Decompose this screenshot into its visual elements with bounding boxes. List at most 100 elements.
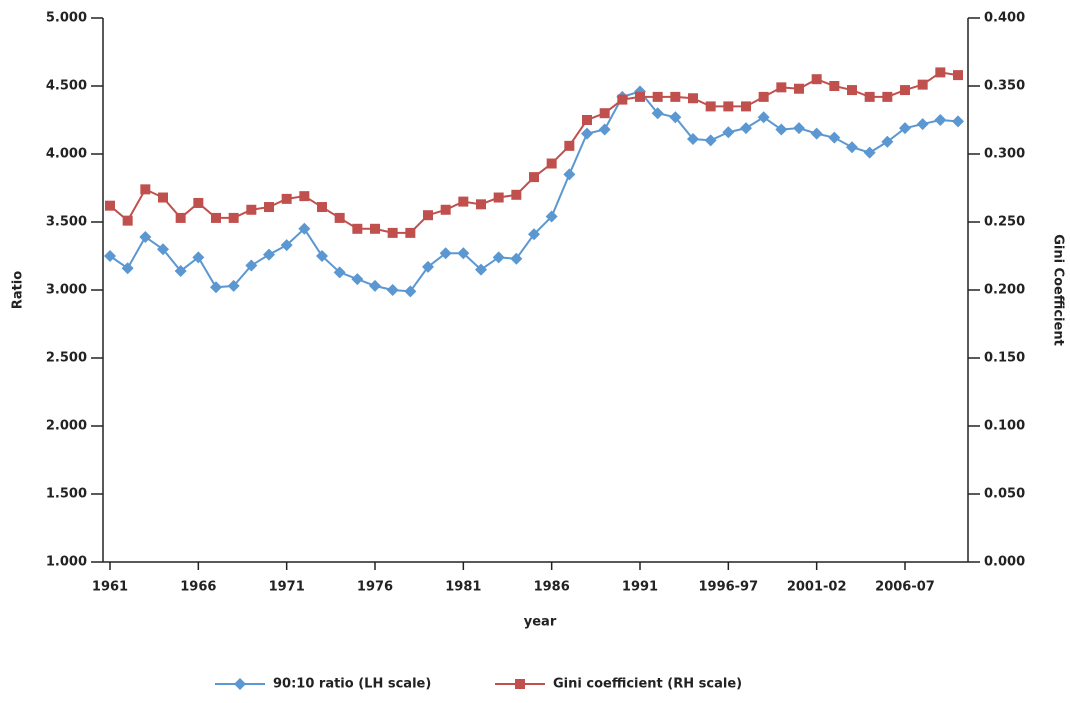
x-tick-label: 2001-02 <box>787 580 847 595</box>
point <box>121 262 134 275</box>
point <box>545 210 558 223</box>
y-tick-label: 4.500 <box>46 79 87 94</box>
y2-tick-label: 0.350 <box>984 79 1025 94</box>
y-axis-label: Ratio <box>11 271 26 309</box>
point <box>687 133 699 146</box>
y2-axis-label: Gini Coefficient <box>1051 234 1066 346</box>
point <box>705 101 716 112</box>
point <box>847 85 857 96</box>
y2-tick-label: 0.050 <box>984 487 1025 502</box>
point <box>246 204 257 215</box>
point <box>281 193 292 204</box>
y-tick-label: 4.000 <box>46 147 87 162</box>
point <box>599 108 610 119</box>
legend-label: Gini coefficient (RH scale) <box>553 677 742 692</box>
point <box>529 172 539 183</box>
point <box>952 115 964 128</box>
point <box>334 212 345 223</box>
point <box>916 118 929 131</box>
point <box>175 212 186 223</box>
point <box>758 91 769 102</box>
point <box>652 91 663 102</box>
point <box>493 192 504 203</box>
point <box>864 91 875 102</box>
point <box>881 135 894 148</box>
point <box>386 284 399 296</box>
point <box>793 122 805 135</box>
x-tick-label: 1976 <box>357 580 393 595</box>
legend-label: 90:10 ratio (LH scale) <box>273 677 431 692</box>
point <box>810 127 823 140</box>
point <box>370 223 380 234</box>
point <box>775 123 788 136</box>
point <box>280 239 293 252</box>
point <box>811 74 822 85</box>
y2-tick-label: 0.300 <box>984 147 1025 162</box>
point <box>528 228 540 241</box>
y-tick-label: 2.500 <box>46 351 87 366</box>
point <box>828 131 841 144</box>
y-tick-label: 3.000 <box>46 283 87 298</box>
point <box>228 212 239 223</box>
series-line <box>109 71 959 234</box>
y-tick-label: 1.000 <box>46 555 87 570</box>
point <box>158 192 168 203</box>
point <box>688 93 698 104</box>
point <box>122 215 133 226</box>
x-tick-label: 1966 <box>180 580 216 595</box>
x-tick-label: 1971 <box>269 580 305 595</box>
point <box>776 82 787 93</box>
y2-tick-label: 0.400 <box>984 11 1025 26</box>
point <box>917 79 928 90</box>
point <box>263 248 275 261</box>
x-tick-label: 1981 <box>445 580 481 595</box>
point <box>882 91 893 102</box>
legend-marker <box>515 679 525 689</box>
point <box>741 101 751 112</box>
point <box>935 67 946 78</box>
y2-tick-label: 0.000 <box>984 555 1025 570</box>
point <box>105 200 115 211</box>
point <box>582 115 592 125</box>
point <box>722 126 735 139</box>
series-line <box>109 90 959 293</box>
point <box>458 196 469 207</box>
point <box>104 250 116 262</box>
point <box>457 247 470 260</box>
x-tick-label: 1991 <box>622 580 658 595</box>
y2-tick-label: 0.200 <box>984 283 1025 298</box>
point <box>953 70 963 81</box>
y-tick-label: 1.500 <box>46 487 87 502</box>
point <box>581 127 593 140</box>
point <box>794 83 804 94</box>
point <box>422 260 434 273</box>
point <box>174 264 187 277</box>
y2-tick-label: 0.100 <box>984 419 1025 434</box>
point <box>546 158 557 169</box>
point <box>404 285 417 298</box>
point <box>723 101 734 112</box>
y-tick-label: 5.000 <box>46 11 87 26</box>
y-tick-label: 2.000 <box>46 419 87 434</box>
point <box>405 227 416 238</box>
point <box>669 111 682 124</box>
point <box>511 189 522 200</box>
point <box>670 91 681 102</box>
point <box>316 250 328 262</box>
point <box>352 223 363 234</box>
point <box>245 259 258 272</box>
x-tick-label: 1986 <box>534 580 570 595</box>
point <box>617 94 628 105</box>
point <box>210 281 222 294</box>
point <box>492 251 505 264</box>
point <box>139 230 152 243</box>
point <box>211 212 221 223</box>
point <box>900 85 910 96</box>
point <box>475 263 487 276</box>
x-tick-label: 1996-97 <box>698 580 758 595</box>
point <box>829 81 840 91</box>
point <box>846 141 858 154</box>
point <box>740 122 752 135</box>
point <box>387 227 398 238</box>
